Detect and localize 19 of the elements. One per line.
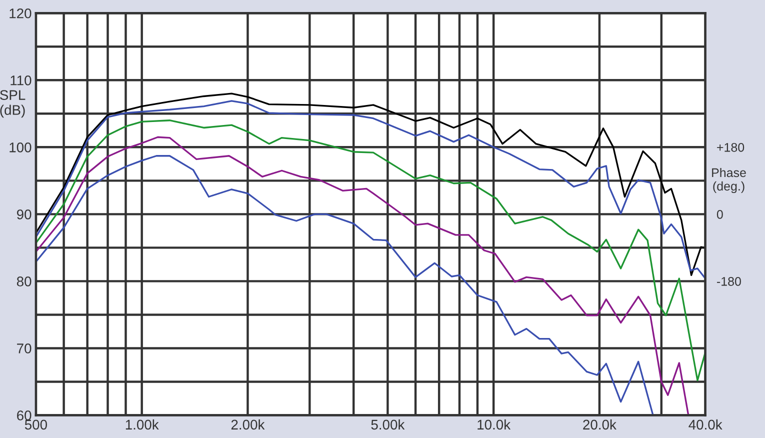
y-tick-label: 70 (17, 344, 32, 354)
y2-tick-label: 0 (716, 210, 723, 219)
y-tick-label: 90 (16, 210, 32, 220)
x-tick-label: 500 (24, 420, 47, 430)
y2-tick-label: -180 (716, 276, 741, 286)
y-tick-label: 80 (16, 276, 32, 286)
x-tick-label: 2.00k (231, 419, 265, 430)
x-tick-label: 10.0k (478, 419, 511, 430)
y-tick-label: 100 (10, 142, 32, 152)
y-tick-label: 120 (10, 8, 32, 18)
x-tick-label: 20.0k (583, 419, 616, 430)
y-tick-label: 110 (10, 75, 32, 86)
y2-tick-label: +180 (717, 142, 744, 152)
x-tick-label: 1.00k (126, 419, 159, 430)
x-tick-label: 5.00k (371, 419, 405, 430)
y-axis-title: SPL (dB) (0, 90, 26, 118)
y2-axis-title: Phase (deg.) (712, 168, 746, 194)
y-tick-label: 60 (17, 410, 32, 420)
x-tick-label: 40.0k (688, 419, 722, 430)
